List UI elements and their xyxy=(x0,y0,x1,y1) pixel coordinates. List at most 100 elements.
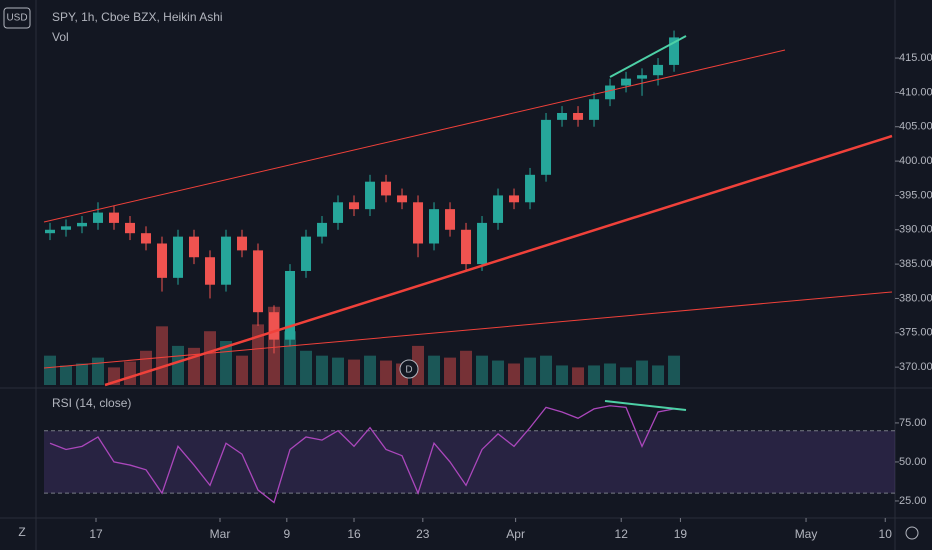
volume-bar xyxy=(92,357,105,385)
volume-bar xyxy=(76,363,89,385)
candle-body xyxy=(285,270,296,340)
volume-bar xyxy=(188,347,201,385)
volume-bar xyxy=(284,331,297,385)
candle-body xyxy=(573,112,584,120)
candle-body xyxy=(221,236,232,285)
candle-body xyxy=(413,202,424,244)
y-tick-label: 370.00 xyxy=(899,361,932,373)
candle-body xyxy=(269,312,280,340)
candle-body xyxy=(381,181,392,196)
candle-body xyxy=(637,75,648,79)
volume-bar xyxy=(460,350,473,385)
candle-body xyxy=(525,174,536,203)
candle-body xyxy=(509,195,520,203)
volume-bar xyxy=(204,331,217,385)
y-tick-label: 375.00 xyxy=(899,327,932,339)
volume-bar xyxy=(140,350,153,385)
settings-icon[interactable] xyxy=(905,526,919,540)
volume-bar xyxy=(364,355,377,385)
dividend-icon: D xyxy=(405,365,412,376)
volume-bar xyxy=(300,350,313,385)
timezone-button[interactable]: Z xyxy=(18,525,25,539)
volume-bar xyxy=(652,365,665,385)
volume-bar xyxy=(508,363,521,385)
y-tick-label: 50.00 xyxy=(899,456,927,468)
x-tick-label: Apr xyxy=(506,527,525,541)
volume-bar xyxy=(620,367,633,385)
y-tick-label: 415.00 xyxy=(899,52,932,64)
volume-bar xyxy=(172,345,185,385)
volume-bar xyxy=(556,365,569,385)
trend-line[interactable] xyxy=(604,400,687,411)
volume-bar xyxy=(524,357,537,385)
volume-label: Vol xyxy=(52,30,69,44)
candle-body xyxy=(301,236,312,271)
volume-bar xyxy=(604,363,617,385)
volume-bar xyxy=(572,367,585,385)
volume-bar xyxy=(348,359,361,385)
x-tick-label: 17 xyxy=(89,527,103,541)
volume-bar xyxy=(636,360,649,385)
volume-bar xyxy=(588,365,601,385)
candle-body xyxy=(669,37,680,65)
candle-body xyxy=(109,212,120,223)
candle-body xyxy=(589,99,600,120)
trend-line[interactable] xyxy=(104,134,893,387)
dividend-marker[interactable] xyxy=(399,359,419,379)
x-tick-label: 9 xyxy=(283,527,290,541)
candle-body xyxy=(605,85,616,100)
candle-body xyxy=(461,229,472,265)
volume-bar xyxy=(236,355,249,385)
y-tick-label: 405.00 xyxy=(899,121,932,133)
y-tick-label: 25.00 xyxy=(899,495,927,507)
y-tick-label: 385.00 xyxy=(899,258,932,270)
y-tick-label: 395.00 xyxy=(899,189,932,201)
candle-body xyxy=(45,229,56,234)
candle-body xyxy=(125,222,136,234)
rsi-title: RSI (14, close) xyxy=(52,396,131,410)
volume-bar xyxy=(332,357,345,385)
y-tick-label: 400.00 xyxy=(899,155,932,167)
x-tick-label: 12 xyxy=(615,527,629,541)
y-tick-label: 75.00 xyxy=(899,417,927,429)
volume-bar xyxy=(492,360,505,385)
x-tick-label: 23 xyxy=(416,527,430,541)
candle-body xyxy=(317,222,328,237)
candle-body xyxy=(61,226,72,230)
candle-body xyxy=(93,212,104,223)
candle-body xyxy=(557,112,568,120)
candle-body xyxy=(365,181,376,210)
trend-line[interactable] xyxy=(43,49,786,223)
x-tick-label: 16 xyxy=(347,527,361,541)
trend-line[interactable] xyxy=(609,35,687,78)
symbol-title: SPY, 1h, Cboe BZX, Heikin Ashi xyxy=(52,10,223,24)
x-tick-label: Mar xyxy=(210,527,231,541)
candle-body xyxy=(429,209,440,244)
candle-body xyxy=(653,64,664,76)
x-tick-label: 10 xyxy=(879,527,893,541)
currency-box[interactable] xyxy=(3,7,31,29)
rsi-line xyxy=(49,405,675,504)
volume-bar xyxy=(60,365,73,385)
candle-body xyxy=(189,236,200,258)
rsi-band xyxy=(44,430,895,494)
candle-body xyxy=(205,257,216,285)
candle-body xyxy=(173,236,184,278)
x-tick-label: 19 xyxy=(674,527,688,541)
candle-body xyxy=(141,233,152,244)
x-tick-label: May xyxy=(795,527,818,541)
candle-body xyxy=(477,222,488,265)
trend-line[interactable] xyxy=(43,291,893,369)
plot: 370.00 375.00 380.00 385.00 390.00 395.00 400.… xyxy=(44,30,932,541)
volume-bar xyxy=(44,355,57,385)
candle-body xyxy=(349,202,360,210)
volume-bar xyxy=(252,324,265,385)
volume-bar xyxy=(540,355,553,385)
candle-body xyxy=(253,250,264,313)
volume-bar xyxy=(444,357,457,385)
y-tick-label: 390.00 xyxy=(899,224,932,236)
volume-bar xyxy=(124,361,137,385)
